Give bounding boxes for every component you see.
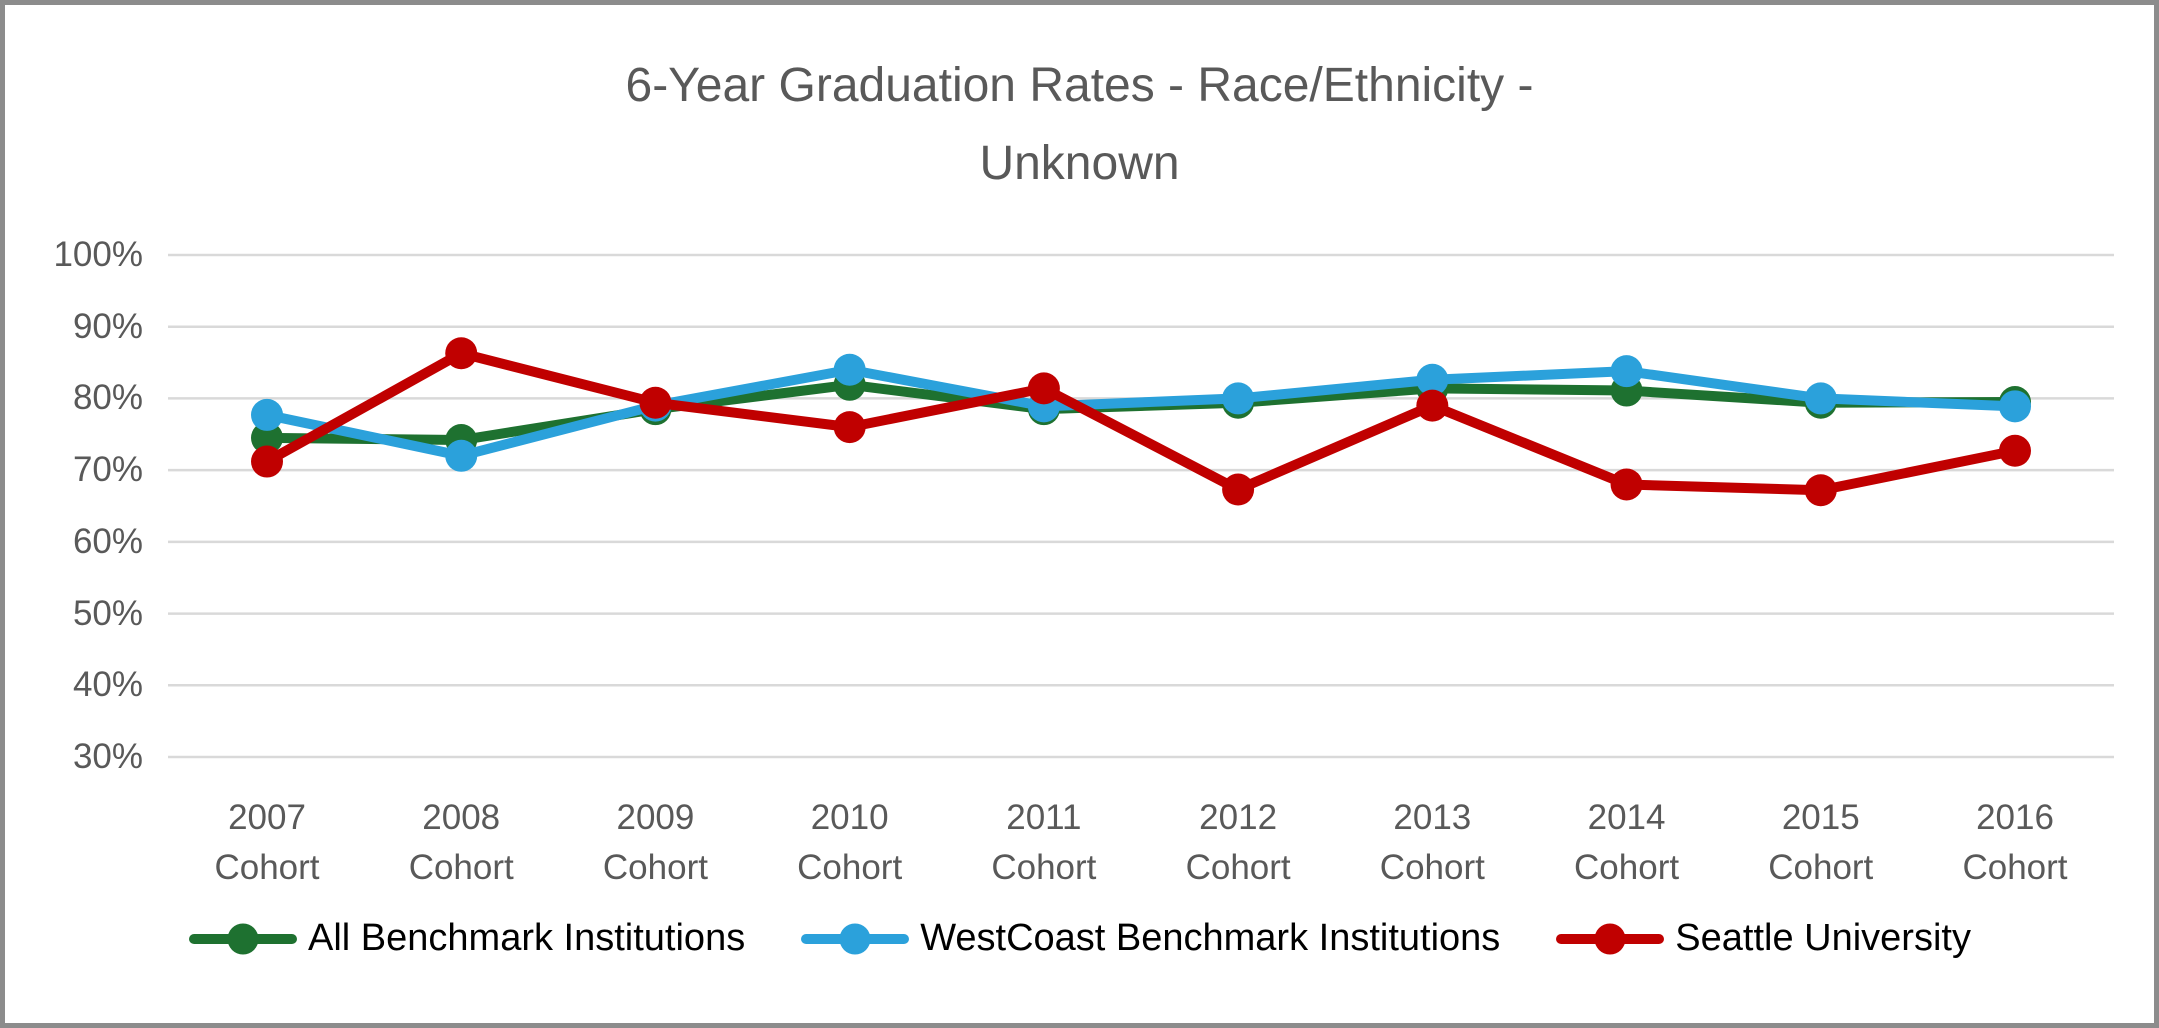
cohort-year: 2014: [1587, 798, 1666, 837]
legend-item: Seattle University: [1555, 917, 1971, 960]
chart-title-line1: 6-Year Graduation Rates - Race/Ethnicity…: [625, 59, 1534, 112]
x-axis-tick-label: 2016 Cohort: [1917, 793, 2113, 893]
series-line: [262, 364, 2020, 461]
cohort-word: Cohort: [408, 848, 514, 887]
y-axis-tick-label: 100%: [53, 235, 143, 274]
cohort-word: Cohort: [1379, 848, 1485, 887]
legend-label: Seattle University: [1675, 917, 1971, 959]
cohort-year: 2013: [1393, 798, 1472, 837]
data-point-marker: [1222, 473, 1255, 506]
data-point-marker: [1416, 363, 1449, 396]
data-point-marker: [1999, 434, 2031, 467]
data-point-marker: [251, 445, 283, 478]
y-axis-tick-label: 80%: [72, 378, 143, 418]
cohort-year: 2011: [1006, 798, 1082, 837]
chart-title-line2: Unknown: [979, 137, 1180, 190]
data-point-marker: [251, 398, 283, 431]
legend-line-marker-icon: [189, 923, 298, 954]
y-axis-tick-label: 90%: [72, 306, 143, 346]
data-point-marker: [445, 439, 478, 472]
data-point-marker: [1610, 355, 1643, 388]
x-axis-tick-label: 2007 Cohort: [169, 793, 365, 893]
cohort-word: Cohort: [1962, 848, 2068, 887]
cohort-year: 2008: [422, 798, 501, 837]
plot-area: [168, 253, 2114, 759]
data-point-marker: [1222, 382, 1255, 415]
data-point-marker: [1610, 468, 1643, 501]
data-point-marker: [833, 411, 866, 444]
cohort-word: Cohort: [1574, 848, 1680, 887]
x-axis-tick-label: 2014 Cohort: [1529, 793, 1725, 893]
cohort-year: 2016: [1976, 798, 2054, 837]
cohort-word: Cohort: [1185, 848, 1291, 887]
legend-item: WestCoast Benchmark Institutions: [800, 917, 1500, 960]
x-axis-tick-label: 2012 Cohort: [1140, 793, 1336, 893]
legend-line-marker-icon: [801, 923, 910, 954]
y-axis-tick-label: 30%: [72, 737, 143, 776]
cohort-year: 2010: [810, 798, 889, 837]
series-line: [262, 348, 2020, 496]
legend-line-marker-icon: [1556, 923, 1665, 954]
legend-label: WestCoast Benchmark Institutions: [920, 917, 1501, 959]
cohort-year: 2012: [1199, 798, 1278, 837]
data-point-marker: [251, 421, 283, 454]
y-axis-tick-label: 50%: [72, 593, 143, 633]
x-axis-tick-label: 2015 Cohort: [1723, 793, 1919, 893]
data-point-marker: [1416, 389, 1449, 422]
cohort-year: 2009: [616, 798, 695, 837]
x-axis-tick-label: 2009 Cohort: [557, 793, 753, 893]
data-point-marker: [639, 386, 672, 419]
legend-item: All Benchmark Institutions: [188, 917, 745, 960]
cohort-word: Cohort: [602, 848, 708, 887]
y-axis-tick-label: 40%: [72, 665, 143, 705]
chart-title: 6-Year Graduation Rates - Race/Ethnicity…: [5, 47, 2154, 203]
data-point-marker: [1999, 390, 2031, 423]
cohort-word: Cohort: [797, 848, 903, 887]
cohort-word: Cohort: [1768, 848, 1874, 887]
y-axis-tick-label: 70%: [72, 450, 143, 490]
x-axis-tick-label: 2013 Cohort: [1334, 793, 1530, 893]
x-axis-tick-label: 2010 Cohort: [752, 793, 948, 893]
y-axis-tick-label: 60%: [72, 521, 143, 561]
cohort-year: 2007: [228, 798, 306, 837]
data-point-marker: [445, 337, 478, 370]
data-point-marker: [1804, 382, 1837, 415]
x-axis-tick-label: 2008 Cohort: [363, 793, 559, 893]
cohort-word: Cohort: [214, 848, 320, 887]
cohort-word: Cohort: [991, 848, 1097, 887]
cohort-year: 2015: [1781, 798, 1860, 837]
x-axis-tick-label: 2011 Cohort: [946, 793, 1142, 893]
data-point-marker: [1804, 474, 1837, 507]
data-point-marker: [833, 353, 866, 386]
legend: All Benchmark Institutions WestCoast Benc…: [5, 917, 2154, 960]
legend-label: All Benchmark Institutions: [308, 917, 746, 959]
data-point-marker: [1027, 372, 1060, 405]
